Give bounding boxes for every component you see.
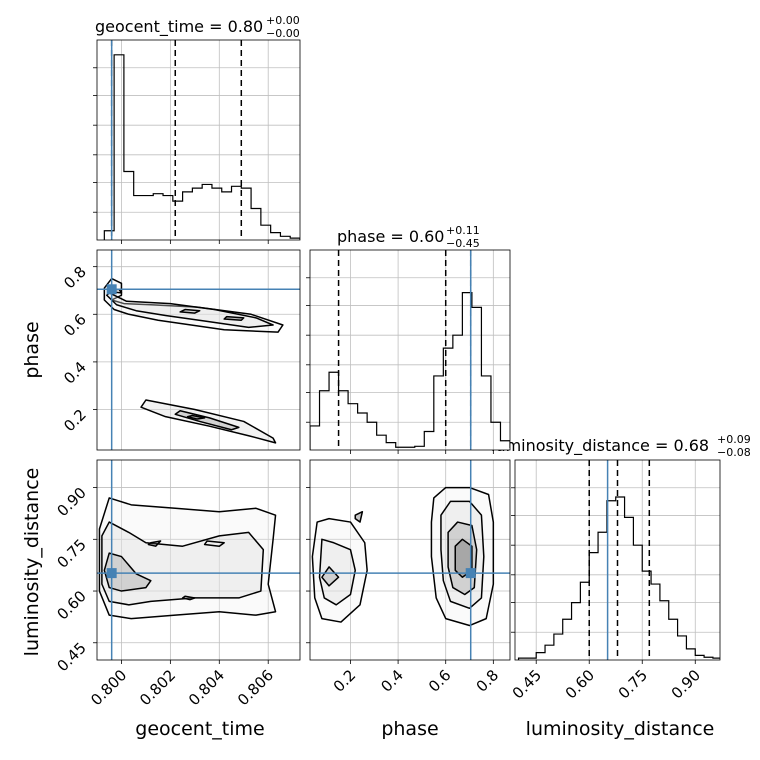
panel-content [97,250,300,450]
contour-level [181,595,196,601]
panel-frame [309,459,511,661]
contour-phase-vs-geocent-time-panel [93,249,301,451]
x-tick-label-geocent-time: 0.802 [136,666,179,709]
contour-level [179,308,201,314]
xlabel-geocent-time: geocent_time [135,718,264,740]
x-tick-label-geocent-time: 0.806 [234,666,277,709]
truth-marker [465,568,476,579]
ylabel-phase: phase [21,321,43,378]
y-tick-label-phase: 0.8 [60,263,90,293]
x-tick-label-phase: 0.8 [473,666,503,696]
panel-frame [96,39,301,241]
xlabel-phase: phase [381,718,438,740]
title-phase-sup: +0.11 [446,224,480,237]
panel-frame [96,459,301,661]
contour-luminosity-distance-vs-phase-panel [306,459,511,664]
panel-frame [96,249,301,451]
x-tick-label-luminosity-distance: 0.75 [615,666,651,702]
contour-level [186,414,206,420]
title-geocent-time-sup: +0.00 [266,14,300,27]
panel-background [97,460,300,660]
panel-content [97,40,300,240]
y-tick-label-luminosity-distance: 0.90 [53,484,89,520]
panel-background [310,250,510,450]
histogram-step [517,496,720,660]
panel-background [97,40,300,240]
title-luminosity-distance: luminosity_distance = 0.68 [491,436,709,456]
y-tick-label-luminosity-distance: 0.45 [53,639,89,675]
x-tick-label-luminosity-distance: 0.45 [509,666,545,702]
x-tick-label-phase: 0.2 [330,666,360,696]
ylabel-luminosity-distance: luminosity_distance [21,468,43,657]
contour-level [311,517,368,623]
contour-level [354,510,364,523]
contour-level [203,540,225,547]
title-phase: phase = 0.60 [337,227,444,246]
contour-level [103,277,284,333]
x-tick-label-luminosity-distance: 0.90 [668,666,704,702]
truth-marker [106,284,117,295]
histogram-step [103,54,300,240]
title-geocent-time-sub: −0.00 [266,27,300,40]
y-tick-label-luminosity-distance: 0.60 [53,587,89,623]
contour-level [223,315,245,321]
panel-frame [309,249,511,451]
contour-level [318,538,356,606]
contour-level [103,552,152,592]
y-tick-label-phase: 0.4 [60,358,90,388]
panel-content [97,460,300,660]
panel-content [515,460,720,660]
contour-level [140,399,277,444]
title-geocent-time: geocent_time = 0.80 [95,17,263,37]
y-tick-label-luminosity-distance: 0.75 [53,535,89,571]
hist-phase-panel [306,249,511,454]
title-phase-sub: −0.45 [446,237,480,250]
panel-content [310,460,510,660]
y-tick-label-phase: 0.6 [60,310,90,340]
x-tick-label-geocent-time: 0.800 [87,666,130,709]
x-tick-label-phase: 0.4 [377,666,407,696]
y-tick-label-phase: 0.2 [60,406,90,436]
contour-luminosity-distance-vs-geocent-time-panel [93,459,301,664]
title-luminosity-distance-sub: −0.08 [717,446,751,459]
x-tick-label-luminosity-distance: 0.60 [562,666,598,702]
xlabel-luminosity-distance: luminosity_distance [526,718,715,740]
contour-level [147,540,162,547]
title-luminosity-distance-sup: +0.09 [717,433,751,446]
x-tick-label-phase: 0.6 [425,666,455,696]
panel-content [310,250,510,450]
hist-luminosity-distance-panel [511,459,721,664]
panel-frame [514,459,721,661]
x-tick-label-geocent-time: 0.804 [185,666,228,709]
truth-marker [106,568,117,579]
hist-geocent-time-panel [93,39,301,244]
